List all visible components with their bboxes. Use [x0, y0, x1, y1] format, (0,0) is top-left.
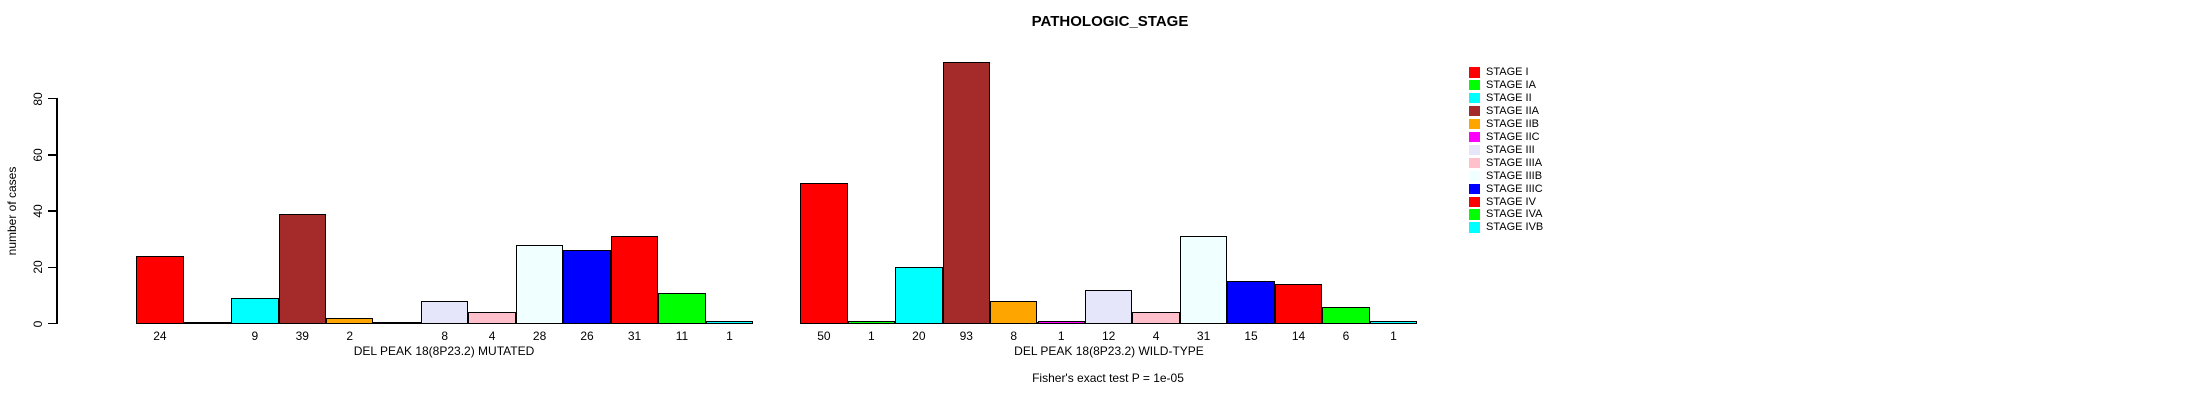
legend-label: STAGE IIIA [1486, 156, 1543, 169]
bar-value-label: 31 [627, 329, 642, 343]
legend-label: STAGE IA [1486, 78, 1536, 91]
legend-label: STAGE IIIB [1486, 169, 1543, 182]
bar-value-label: 14 [1291, 329, 1306, 343]
y-axis-tick-label: 80 [31, 91, 45, 106]
bar-value-label: 1 [726, 329, 733, 343]
bar-value-label: 4 [1152, 329, 1160, 343]
figure-title: PATHOLOGIC_STAGE [1031, 13, 1189, 30]
bar-stage-iiib [1179, 236, 1228, 324]
bar-stage-iv [1274, 284, 1323, 324]
legend-label: STAGE I [1486, 66, 1529, 78]
legend-label: STAGE IIA [1486, 104, 1539, 117]
fisher-test-footnote: Fisher's exact test P = 1e-05 [1032, 371, 1184, 385]
legend-label: STAGE IVB [1486, 221, 1544, 234]
bar-stage-iiib [515, 244, 564, 324]
legend-label: STAGE IIIC [1486, 182, 1543, 195]
y-axis-tick [48, 266, 56, 268]
bar-stage-iic [1037, 320, 1085, 324]
bar-stage-ia [847, 320, 896, 324]
y-axis-tick-label: 20 [31, 260, 45, 274]
legend-swatch-stage-iic [1469, 131, 1480, 143]
legend-label: STAGE IV [1486, 195, 1536, 208]
y-axis-tick-label: 0 [31, 320, 45, 327]
bar-stage-ivb [1369, 320, 1418, 324]
bar-stage-iva [658, 292, 706, 324]
bar-stage-iiic [1227, 281, 1275, 324]
bar-value-label: 11 [675, 329, 689, 343]
bar-value-label: 6 [1342, 329, 1350, 343]
bar-value-label: 93 [959, 329, 973, 343]
x-axis-title-mutated: DEL PEAK 18(8P23.2) MUTATED [353, 344, 535, 358]
bar-value-label: 1 [1390, 329, 1397, 343]
bar-stage-iii [420, 301, 469, 324]
legend-swatch-stage-iiia [1469, 157, 1480, 169]
bar-value-label: 8 [441, 329, 449, 343]
bar-stage-ii [895, 267, 943, 324]
legend-swatch-stage-ivb [1469, 222, 1480, 233]
legend-label: STAGE III [1486, 143, 1535, 156]
bar-value-label: 39 [295, 329, 309, 343]
bar-value-label: 2 [346, 329, 354, 343]
y-axis-tick-label: 60 [31, 148, 45, 162]
bar-stage-i [800, 182, 848, 324]
y-axis-title: number of cases [5, 166, 19, 256]
legend-swatch-stage-iiib [1469, 170, 1480, 182]
bar-value-label: 1 [868, 329, 875, 343]
bar-value-label: 20 [912, 329, 926, 343]
legend-label: STAGE IIC [1486, 130, 1540, 143]
legend-swatch-stage-iv [1469, 196, 1480, 207]
bar-stage-iib [326, 317, 374, 324]
legend-label: STAGE IIB [1486, 117, 1539, 130]
y-axis-tick [48, 210, 56, 212]
bar-stage-iiic [563, 250, 611, 324]
bar-value-label: 1 [1057, 329, 1065, 343]
bar-value-label: 8 [1010, 329, 1018, 343]
y-axis-tick [48, 97, 56, 100]
y-axis-tick [48, 322, 56, 325]
bar-stage-iii [1084, 289, 1133, 324]
y-axis-line [56, 97, 58, 325]
bar-stage-iia [278, 213, 327, 324]
bar-value-label: 12 [1102, 329, 1116, 343]
x-axis-title-wildtype: DEL PEAK 18(8P23.2) WILD-TYPE [1014, 344, 1204, 358]
y-axis-tick-label: 40 [31, 204, 45, 218]
bar-stage-iib [990, 301, 1038, 324]
bar-stage-i [136, 256, 184, 324]
bar-stage-iiia [468, 312, 516, 324]
legend-swatch-stage-iii [1469, 144, 1480, 156]
bar-value-label: 4 [488, 329, 496, 343]
legend-swatch-stage-iva [1469, 209, 1480, 220]
bar-value-label: 26 [580, 329, 594, 343]
legend-swatch-stage-ii [1469, 92, 1480, 104]
bar-stage-ii [231, 298, 279, 324]
legend-swatch-stage-i [1469, 67, 1480, 78]
legend-swatch-stage-ia [1469, 79, 1480, 91]
bar-value-label: 24 [153, 329, 167, 343]
bar-stage-iiia [1132, 312, 1180, 324]
bar-stage-ivb [705, 320, 754, 324]
bar-value-label: 31 [1196, 329, 1211, 343]
bar-value-label: 28 [532, 329, 547, 343]
bar-stage-iv [610, 236, 659, 324]
y-axis-tick [48, 154, 56, 156]
bar-value-label: 9 [251, 329, 259, 343]
bar-stage-iia [942, 61, 991, 324]
legend-swatch-stage-iiic [1469, 183, 1480, 195]
legend-swatch-stage-iia [1469, 105, 1480, 117]
bar-value-label: 15 [1244, 329, 1258, 343]
legend-label: STAGE IVA [1486, 208, 1543, 221]
legend-label: STAGE II [1486, 91, 1532, 104]
bar-value-label: 50 [817, 329, 831, 343]
legend-swatch-stage-iib [1469, 118, 1480, 130]
bar-stage-iva [1322, 306, 1370, 324]
